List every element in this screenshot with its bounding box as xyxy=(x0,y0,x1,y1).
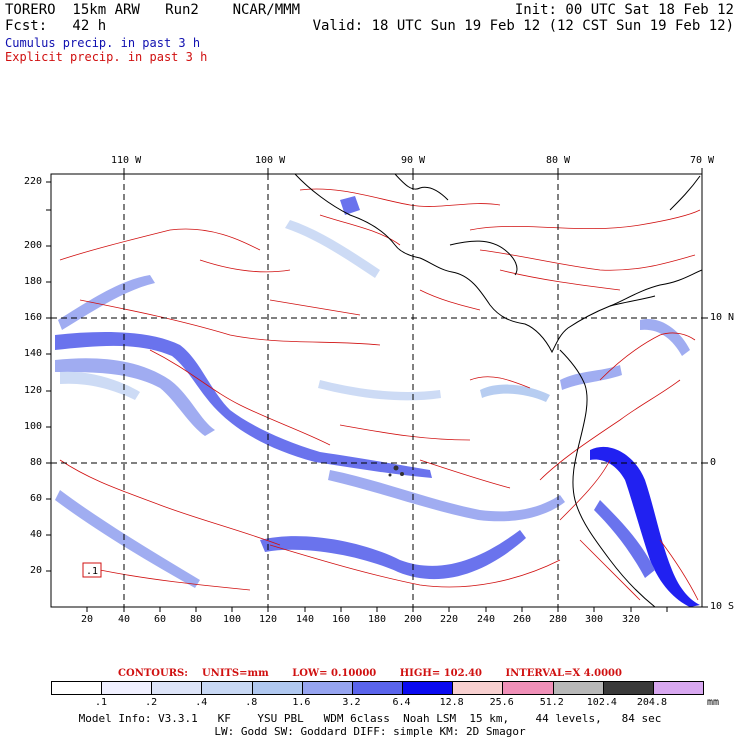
left-ticks xyxy=(46,181,51,572)
y-tick: 140 xyxy=(24,348,43,359)
color-bar-swatch xyxy=(52,682,103,694)
color-bar-swatch xyxy=(503,682,554,694)
color-bar-swatch xyxy=(403,682,454,694)
contours-info: CONTOURS: UNITS=mm LOW= 0.10000 HIGH= 102… xyxy=(0,668,740,679)
valid-time: Valid: 18 UTC Sun 19 Feb 12 (12 CST Sun … xyxy=(312,18,734,34)
color-bar-swatch xyxy=(352,682,404,694)
color-bar-swatch xyxy=(302,682,353,694)
y-tick: 200 xyxy=(24,240,43,251)
x-tick: 120 xyxy=(259,614,278,625)
color-bar-label: 6.4 xyxy=(392,697,411,708)
color-bar-swatch xyxy=(603,682,654,694)
map-plot-area xyxy=(51,174,702,607)
coastlines xyxy=(294,174,702,607)
color-bar-swatch xyxy=(252,682,303,694)
color-bar-label: 3.2 xyxy=(342,697,361,708)
model-title: TORERO 15km ARW Run2 NCAR/MMM xyxy=(5,2,301,18)
lon-label-100w: 100 W xyxy=(255,155,286,166)
color-bar-label: 1.6 xyxy=(292,697,311,708)
init-time: Init: 00 UTC Sat 18 Feb 12 xyxy=(514,2,734,18)
x-tick: 100 xyxy=(223,614,242,625)
color-bar-label: .2 xyxy=(145,697,158,708)
y-tick: 180 xyxy=(24,276,43,287)
x-tick: 300 xyxy=(585,614,604,625)
x-tick: 180 xyxy=(368,614,387,625)
x-tick: 280 xyxy=(549,614,568,625)
color-bar-label: .8 xyxy=(245,697,258,708)
right-ticks xyxy=(702,317,708,608)
cumulus-legend: Cumulus precip. in past 3 h xyxy=(5,36,201,50)
color-bar-swatch xyxy=(553,682,604,694)
x-tick: 80 xyxy=(190,614,203,625)
color-bar xyxy=(51,681,704,695)
color-bar-label: 51.2 xyxy=(539,697,564,708)
x-tick: 160 xyxy=(332,614,351,625)
lon-label-90w: 90 W xyxy=(401,155,426,166)
y-tick: 20 xyxy=(30,565,43,576)
x-tick: 140 xyxy=(296,614,315,625)
y-tick: 120 xyxy=(24,385,43,396)
color-bar-label: 102.4 xyxy=(586,697,617,708)
color-bar-swatch xyxy=(102,682,153,694)
top-ticks xyxy=(123,168,703,174)
contours-interval: INTERVAL=X 4.0000 xyxy=(505,668,622,679)
lon-label-70w: 70 W xyxy=(690,155,715,166)
color-bar-swatch xyxy=(653,682,704,694)
color-bar-swatch xyxy=(202,682,253,694)
lat-label-10s: 10 S xyxy=(710,601,735,612)
x-tick: 240 xyxy=(477,614,496,625)
explicit-precip-contours xyxy=(59,188,701,601)
model-physics: LW: Godd SW: Goddard DIFF: simple KM: 2D… xyxy=(214,725,526,738)
x-tick: 40 xyxy=(118,614,131,625)
y-tick: 40 xyxy=(30,529,43,540)
color-bar-swatch xyxy=(152,682,203,694)
x-tick: 200 xyxy=(404,614,423,625)
contours-high: HIGH= 102.40 xyxy=(399,668,482,679)
color-bar-units: mm xyxy=(707,697,720,708)
contours-units: UNITS=mm xyxy=(201,668,269,679)
forecast-hour: Fcst: 42 h xyxy=(5,18,107,34)
x-tick: 320 xyxy=(622,614,641,625)
color-bar-label: .1 xyxy=(95,697,108,708)
lat-lon-grid xyxy=(51,174,702,607)
contours-low: LOW= 0.10000 xyxy=(292,668,377,679)
lat-label-0: 0 xyxy=(710,457,717,468)
cumulus-precip-shading xyxy=(55,196,700,607)
contours-title: CONTOURS: xyxy=(118,668,188,679)
lat-label-10n: 10 N xyxy=(710,312,735,323)
color-bar-swatch xyxy=(453,682,504,694)
x-tick: 220 xyxy=(440,614,459,625)
y-tick: 160 xyxy=(24,312,43,323)
lon-label-110w: 110 W xyxy=(111,155,142,166)
y-tick: 100 xyxy=(24,421,43,432)
x-tick: 260 xyxy=(513,614,532,625)
lon-label-80w: 80 W xyxy=(546,155,571,166)
model-info: Model Info: V3.3.1 KF YSU PBL WDM 6class… xyxy=(78,712,662,725)
x-tick: 20 xyxy=(81,614,94,625)
explicit-legend: Explicit precip. in past 3 h xyxy=(5,50,208,64)
contour-label-value: .1 xyxy=(86,566,99,577)
bottom-ticks xyxy=(86,607,668,612)
y-tick: 60 xyxy=(30,493,43,504)
galapagos-islands xyxy=(388,465,404,477)
color-bar-label: 204.8 xyxy=(636,697,667,708)
y-tick: 220 xyxy=(24,176,43,187)
color-bar-label: 25.6 xyxy=(489,697,514,708)
color-bar-label: .4 xyxy=(195,697,208,708)
x-tick: 60 xyxy=(154,614,167,625)
y-tick: 80 xyxy=(30,457,43,468)
contour-label-box xyxy=(82,562,102,578)
color-bar-label: 12.8 xyxy=(439,697,464,708)
